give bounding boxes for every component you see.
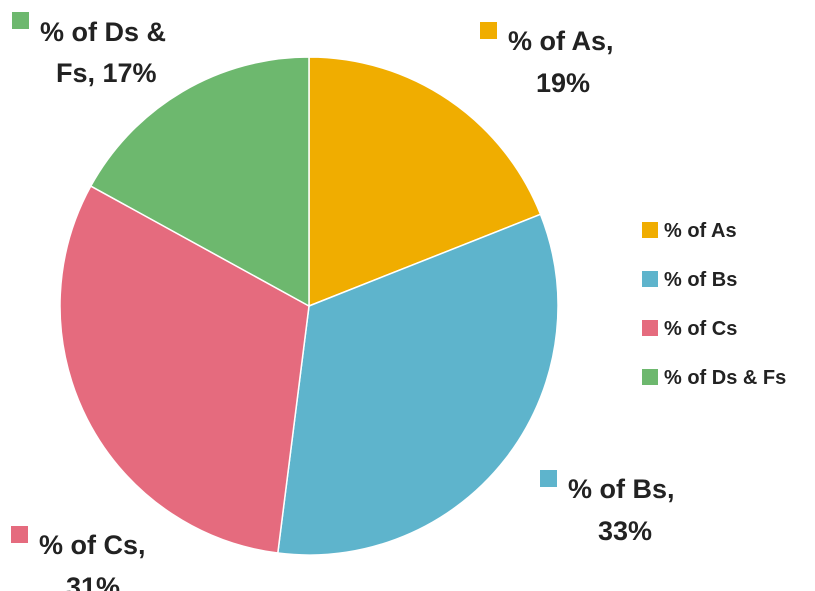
data-label-marker-of-bs — [540, 470, 557, 487]
legend-swatch-of-ds-fs — [642, 369, 658, 385]
data-label-of-ds-fs-line-1: % of Ds & — [40, 17, 166, 47]
data-label-of-cs-line-2: 31% — [66, 572, 120, 591]
data-label-marker-of-cs — [11, 526, 28, 543]
pie-slice-of-bs — [276, 213, 559, 556]
data-label-of-ds-fs-line-2: Fs, 17% — [56, 58, 157, 88]
legend-label-of-bs: % of Bs — [664, 269, 737, 291]
pie-slice-of-cs — [59, 185, 310, 554]
pie-slice-of-ds-fs — [89, 56, 310, 308]
data-label-of-bs-line-2: 33% — [598, 516, 652, 546]
legend-swatch-of-bs — [642, 271, 658, 287]
legend-swatch-of-cs — [642, 320, 658, 336]
legend-label-of-as: % of As — [664, 220, 737, 242]
legend-label-of-ds-fs: % of Ds & Fs — [664, 367, 786, 389]
data-label-marker-of-as — [480, 22, 497, 39]
data-label-of-bs-line-1: % of Bs, — [568, 474, 675, 504]
data-label-of-as-line-1: % of As, — [508, 26, 614, 56]
data-label-marker-of-ds-fs — [12, 12, 29, 29]
data-label-of-cs-line-1: % of Cs, — [39, 530, 146, 560]
legend-label-of-cs: % of Cs — [664, 318, 737, 340]
pie-slice-of-as — [308, 56, 542, 308]
legend-swatch-of-as — [642, 222, 658, 238]
data-label-of-as-line-2: 19% — [536, 68, 590, 98]
